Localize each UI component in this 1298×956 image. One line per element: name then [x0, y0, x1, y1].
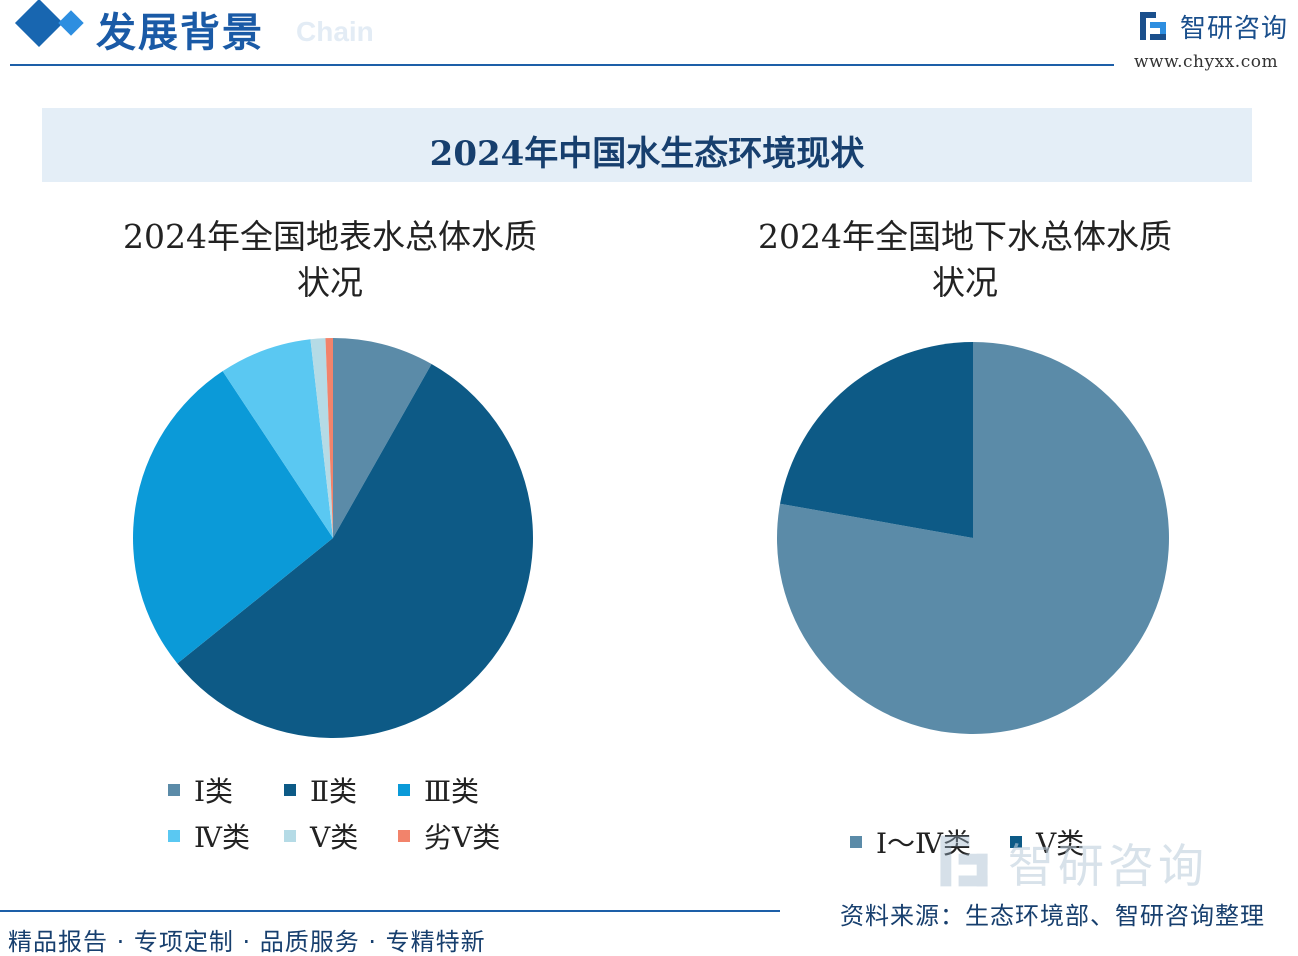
right-chart-title: 2024年全国地下水总体水质 状况: [735, 214, 1195, 306]
legend-label-0-1: Ⅱ类: [310, 775, 358, 808]
right-chart-title-line1: 2024年全国地下水总体水质: [758, 217, 1172, 256]
section-title: 发展背景: [96, 9, 264, 56]
brand-name: 智研咨询: [1180, 14, 1289, 44]
legend-label-1-0: Ⅰ～Ⅳ类: [876, 827, 972, 860]
pie-1-slice-0: [777, 342, 1169, 734]
legend-item-0-1: Ⅱ类: [284, 770, 357, 810]
legend-swatch-0-2: [398, 784, 410, 796]
left-chart-title-line2: 状况: [297, 263, 363, 302]
brand-block: 智研咨询 www.chyxx.com: [1134, 6, 1298, 76]
legend-item-0-4: Ⅴ类: [284, 816, 358, 856]
legend-swatch-1-0: [850, 836, 862, 848]
legend-item-0-0: Ⅰ类: [168, 770, 233, 810]
legend-swatch-0-4: [284, 830, 296, 842]
header-ghost-text: Chain: [296, 16, 374, 47]
legend-item-0-5: 劣Ⅴ类: [398, 816, 500, 856]
legend-label-0-2: Ⅲ类: [424, 775, 480, 808]
footer-source: 资料来源：生态环境部、智研咨询整理: [840, 902, 1265, 930]
legend-swatch-0-1: [284, 784, 296, 796]
left-chart-title: 2024年全国地表水总体水质 状况: [100, 214, 560, 306]
pie-1-slice-1: [780, 342, 973, 538]
legend-swatch-0-3: [168, 830, 180, 842]
footer-divider: [0, 910, 780, 912]
legend-label-0-5: 劣Ⅴ类: [424, 821, 501, 854]
brand-logo-icon: [1140, 12, 1166, 40]
brand-url: www.chyxx.com: [1134, 52, 1279, 72]
legend-item-0-2: Ⅲ类: [398, 770, 479, 810]
pie-0-slice-1: [177, 363, 534, 739]
pie-0-slice-0: [333, 338, 432, 538]
legend-label-0-3: Ⅳ类: [194, 821, 250, 854]
pie-0-slice-4: [310, 338, 333, 538]
legend-item-1-0: Ⅰ～Ⅳ类: [850, 822, 971, 862]
title-band: 2024年中国水生态环境现状: [42, 108, 1252, 182]
watermark-text: 智研咨询: [1008, 839, 1208, 893]
legend-item-1-1: Ⅴ类: [1010, 822, 1084, 862]
left-chart-title-line1: 2024年全国地表水总体水质: [123, 217, 537, 256]
pie-0-slice-5: [325, 338, 333, 538]
page-header: Chain 发展背景 智研咨询 www.chyxx.com: [0, 0, 1298, 72]
legend-item-0-3: Ⅳ类: [168, 816, 250, 856]
legend-label-0-0: Ⅰ类: [194, 775, 234, 808]
header-divider: [10, 64, 1114, 66]
pie-0-slice-3: [222, 339, 333, 538]
footer-slogan: 精品报告 · 专项定制 · 品质服务 · 专精特新: [8, 928, 486, 956]
legend-swatch-0-0: [168, 784, 180, 796]
legend-label-1-1: Ⅴ类: [1036, 827, 1085, 860]
right-chart-title-line2: 状况: [932, 263, 998, 302]
main-title: 2024年中国水生态环境现状: [429, 134, 865, 174]
pie-0-slice-2: [133, 371, 333, 664]
legend-swatch-1-1: [1010, 836, 1022, 848]
watermark-logo-icon: [940, 835, 988, 887]
legend-label-0-4: Ⅴ类: [310, 821, 359, 854]
legend-swatch-0-5: [398, 830, 410, 842]
